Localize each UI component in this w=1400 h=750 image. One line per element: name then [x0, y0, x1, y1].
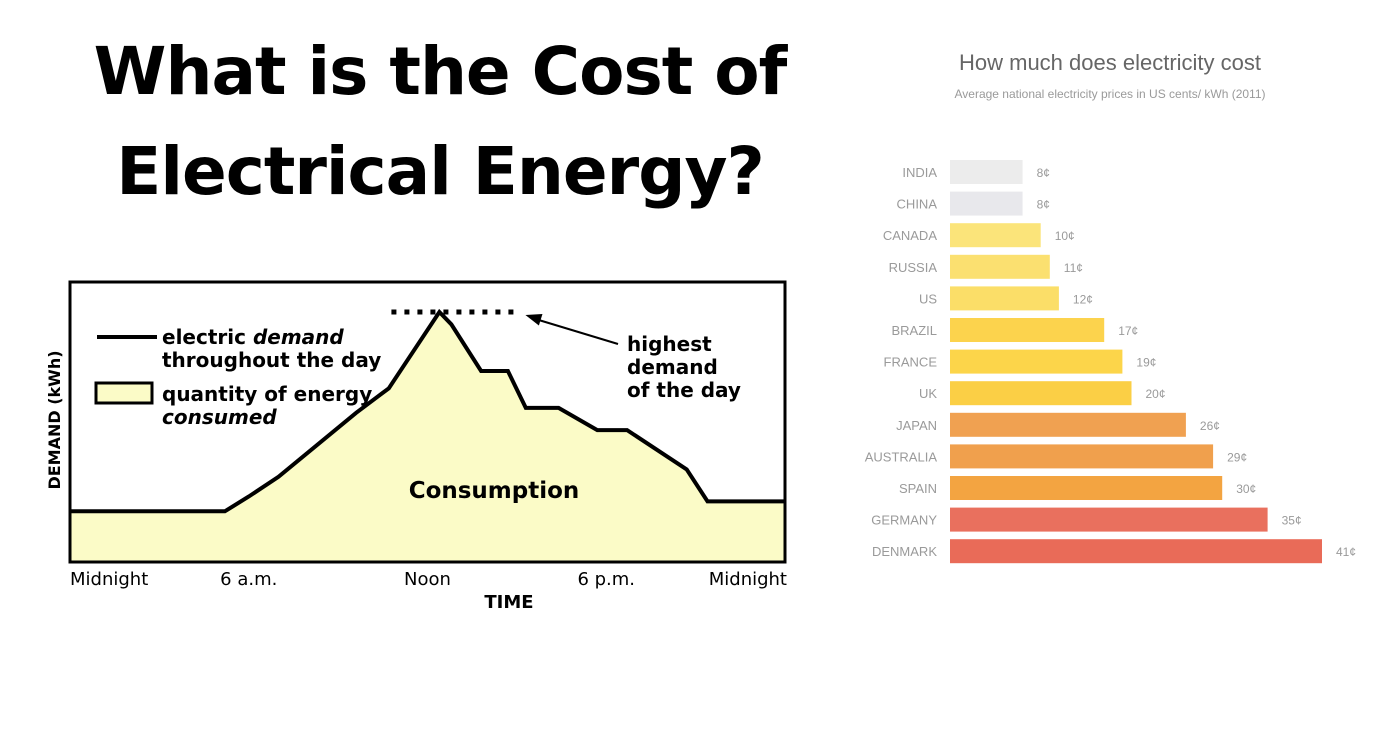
peak-annotation: highest demand of the day: [627, 332, 741, 402]
plot-area: [68, 280, 787, 564]
bar: [950, 381, 1132, 406]
consumption-area: [70, 312, 785, 562]
bar: [950, 191, 1023, 216]
page-headline: What is the Cost of Electrical Energy?: [30, 22, 850, 222]
bar-value-label: 29¢: [1227, 450, 1247, 464]
peak-annotation-line-2: demand: [627, 355, 718, 379]
legend-item-energy: quantity of energy: [162, 382, 372, 406]
bar-category-label: RUSSIA: [889, 260, 938, 275]
bar-category-label: US: [919, 291, 937, 306]
bar: [950, 286, 1059, 311]
bar-value-label: 26¢: [1200, 419, 1220, 433]
headline-line-1: What is the Cost of: [93, 33, 788, 110]
bar: [950, 160, 1023, 184]
bar-category-label: JAPAN: [896, 418, 937, 433]
bar: [950, 539, 1322, 564]
bar: [950, 507, 1268, 532]
bar: [950, 349, 1123, 374]
x-tick-label: Midnight: [70, 569, 148, 590]
bar-category-label: SPAIN: [899, 481, 937, 496]
peak-annotation-line-1: highest: [627, 332, 712, 356]
bar-value-label: 8¢: [1037, 166, 1050, 180]
x-tick-label: Midnight: [709, 569, 787, 590]
legend: electric demand throughout the day quant…: [94, 325, 381, 429]
legend-item-demand-line-2: throughout the day: [162, 348, 381, 372]
bar-value-label: 12¢: [1073, 292, 1093, 306]
x-axis-ticks: Midnight 6 a.m. Noon 6 p.m. Midnight: [70, 569, 787, 590]
bar: [950, 254, 1050, 279]
bar-category-label: CANADA: [883, 228, 938, 243]
legend-item-demand: electric demand: [162, 325, 344, 349]
bar-value-label: 17¢: [1118, 324, 1138, 338]
bar-category-label: DENMARK: [872, 544, 937, 559]
bar-chart-subtitle: Average national electricity prices in U…: [954, 87, 1265, 101]
y-axis-label: DEMAND (kWh): [45, 350, 64, 489]
demand-area-chart: highest demand of the day electric deman…: [45, 280, 787, 613]
bar-category-label: FRANCE: [884, 355, 938, 370]
legend-box-symbol: [94, 381, 154, 405]
bar-value-label: 19¢: [1136, 356, 1156, 370]
bar-value-label: 20¢: [1146, 387, 1166, 401]
bar: [950, 476, 1223, 500]
bar-chart-bars: INDIA 8¢ CHINA 8¢ CANADA 10¢ RUSSIA 11¢ US 12¢ BRA…: [865, 160, 1356, 564]
legend-demand-text: electric: [162, 325, 253, 349]
bar-chart-title: How much does electricity cost: [959, 50, 1261, 75]
bar-category-label: CHINA: [897, 197, 938, 212]
bar: [950, 223, 1041, 248]
bar-value-label: 35¢: [1282, 514, 1302, 528]
bar: [950, 318, 1105, 342]
price-bar-chart: How much does electricity cost Average n…: [865, 50, 1356, 564]
peak-arrow-head: [525, 314, 543, 326]
x-tick-label: 6 p.m.: [577, 569, 635, 590]
peak-arrow: [535, 318, 619, 345]
demand-line: [70, 308, 785, 514]
bar-category-label: UK: [919, 386, 937, 401]
x-axis-label: TIME: [484, 592, 533, 613]
plot-frame: [68, 280, 787, 564]
legend-item-energy-em: consumed: [162, 405, 277, 429]
x-tick-label: 6 a.m.: [220, 569, 277, 590]
bar-value-label: 30¢: [1236, 482, 1256, 496]
bar-category-label: AUSTRALIA: [865, 449, 938, 464]
bar-value-label: 11¢: [1064, 261, 1083, 275]
bar: [950, 412, 1186, 437]
bar-value-label: 10¢: [1055, 229, 1075, 243]
bar-value-label: 8¢: [1037, 198, 1050, 212]
legend-demand-em: demand: [253, 325, 344, 349]
bar-category-label: GERMANY: [871, 513, 937, 528]
area-label: Consumption: [409, 478, 580, 504]
bar-category-label: INDIA: [902, 165, 937, 180]
headline-line-2: Electrical Energy?: [116, 133, 765, 210]
bar: [950, 444, 1214, 469]
bar-category-label: BRAZIL: [891, 323, 937, 338]
peak-annotation-line-3: of the day: [627, 378, 741, 402]
x-tick-label: Noon: [404, 569, 451, 590]
bar-value-label: 41¢: [1336, 545, 1356, 559]
